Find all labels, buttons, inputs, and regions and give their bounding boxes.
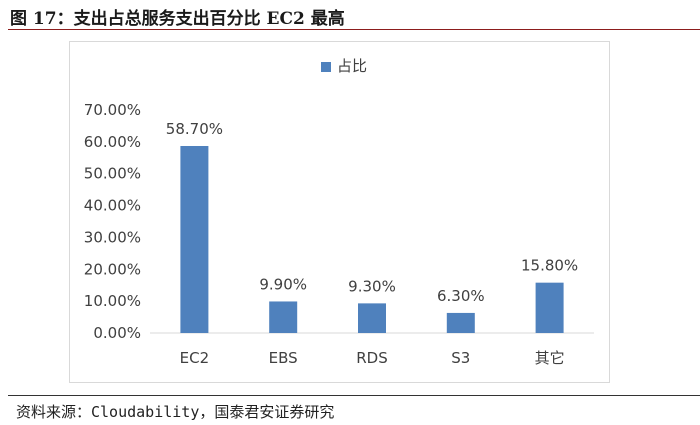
figure-title: 图 17：支出占总服务支出百分比 EC2 最高	[10, 9, 345, 29]
bar	[180, 145, 209, 333]
source-divider	[8, 395, 700, 396]
bar	[446, 312, 475, 333]
data-label: 58.70%	[166, 120, 223, 138]
x-tick-label: 其它	[535, 349, 565, 367]
x-axis: EC2 EBS RDS S3 其它	[180, 349, 565, 367]
bar	[535, 282, 564, 333]
x-tick-label: EC2	[180, 349, 210, 367]
y-axis: 0.00% 10.00% 20.00% 30.00% 40.00% 50.00% 60.00…	[84, 101, 141, 342]
y-tick-label: 50.00%	[84, 165, 141, 183]
data-label: 9.90%	[259, 275, 307, 293]
y-tick-label: 0.00%	[93, 324, 141, 342]
chart-frame	[69, 41, 610, 383]
y-tick-label: 20.00%	[84, 260, 141, 278]
x-tick-label: S3	[451, 349, 470, 367]
x-tick-label: EBS	[269, 349, 298, 367]
y-tick-label: 40.00%	[84, 197, 141, 215]
bars: 58.70% 9.90% 9.30% 6.30% 15.80%	[166, 120, 578, 333]
legend: 占比	[321, 57, 367, 75]
y-tick-label: 70.00%	[84, 101, 141, 119]
legend-label: 占比	[337, 57, 367, 75]
data-label: 9.30%	[348, 277, 396, 295]
y-tick-label: 10.00%	[84, 292, 141, 310]
data-label: 6.30%	[437, 287, 485, 305]
x-tick-label: RDS	[356, 349, 388, 367]
title-divider	[8, 29, 700, 30]
bar	[269, 301, 298, 333]
data-label: 15.80%	[521, 257, 578, 275]
source-note: 资料来源：Cloudability，国泰君安证券研究	[16, 403, 335, 421]
bar	[358, 303, 386, 333]
y-tick-label: 30.00%	[84, 228, 141, 246]
legend-swatch	[321, 62, 331, 72]
y-tick-label: 60.00%	[84, 133, 141, 151]
